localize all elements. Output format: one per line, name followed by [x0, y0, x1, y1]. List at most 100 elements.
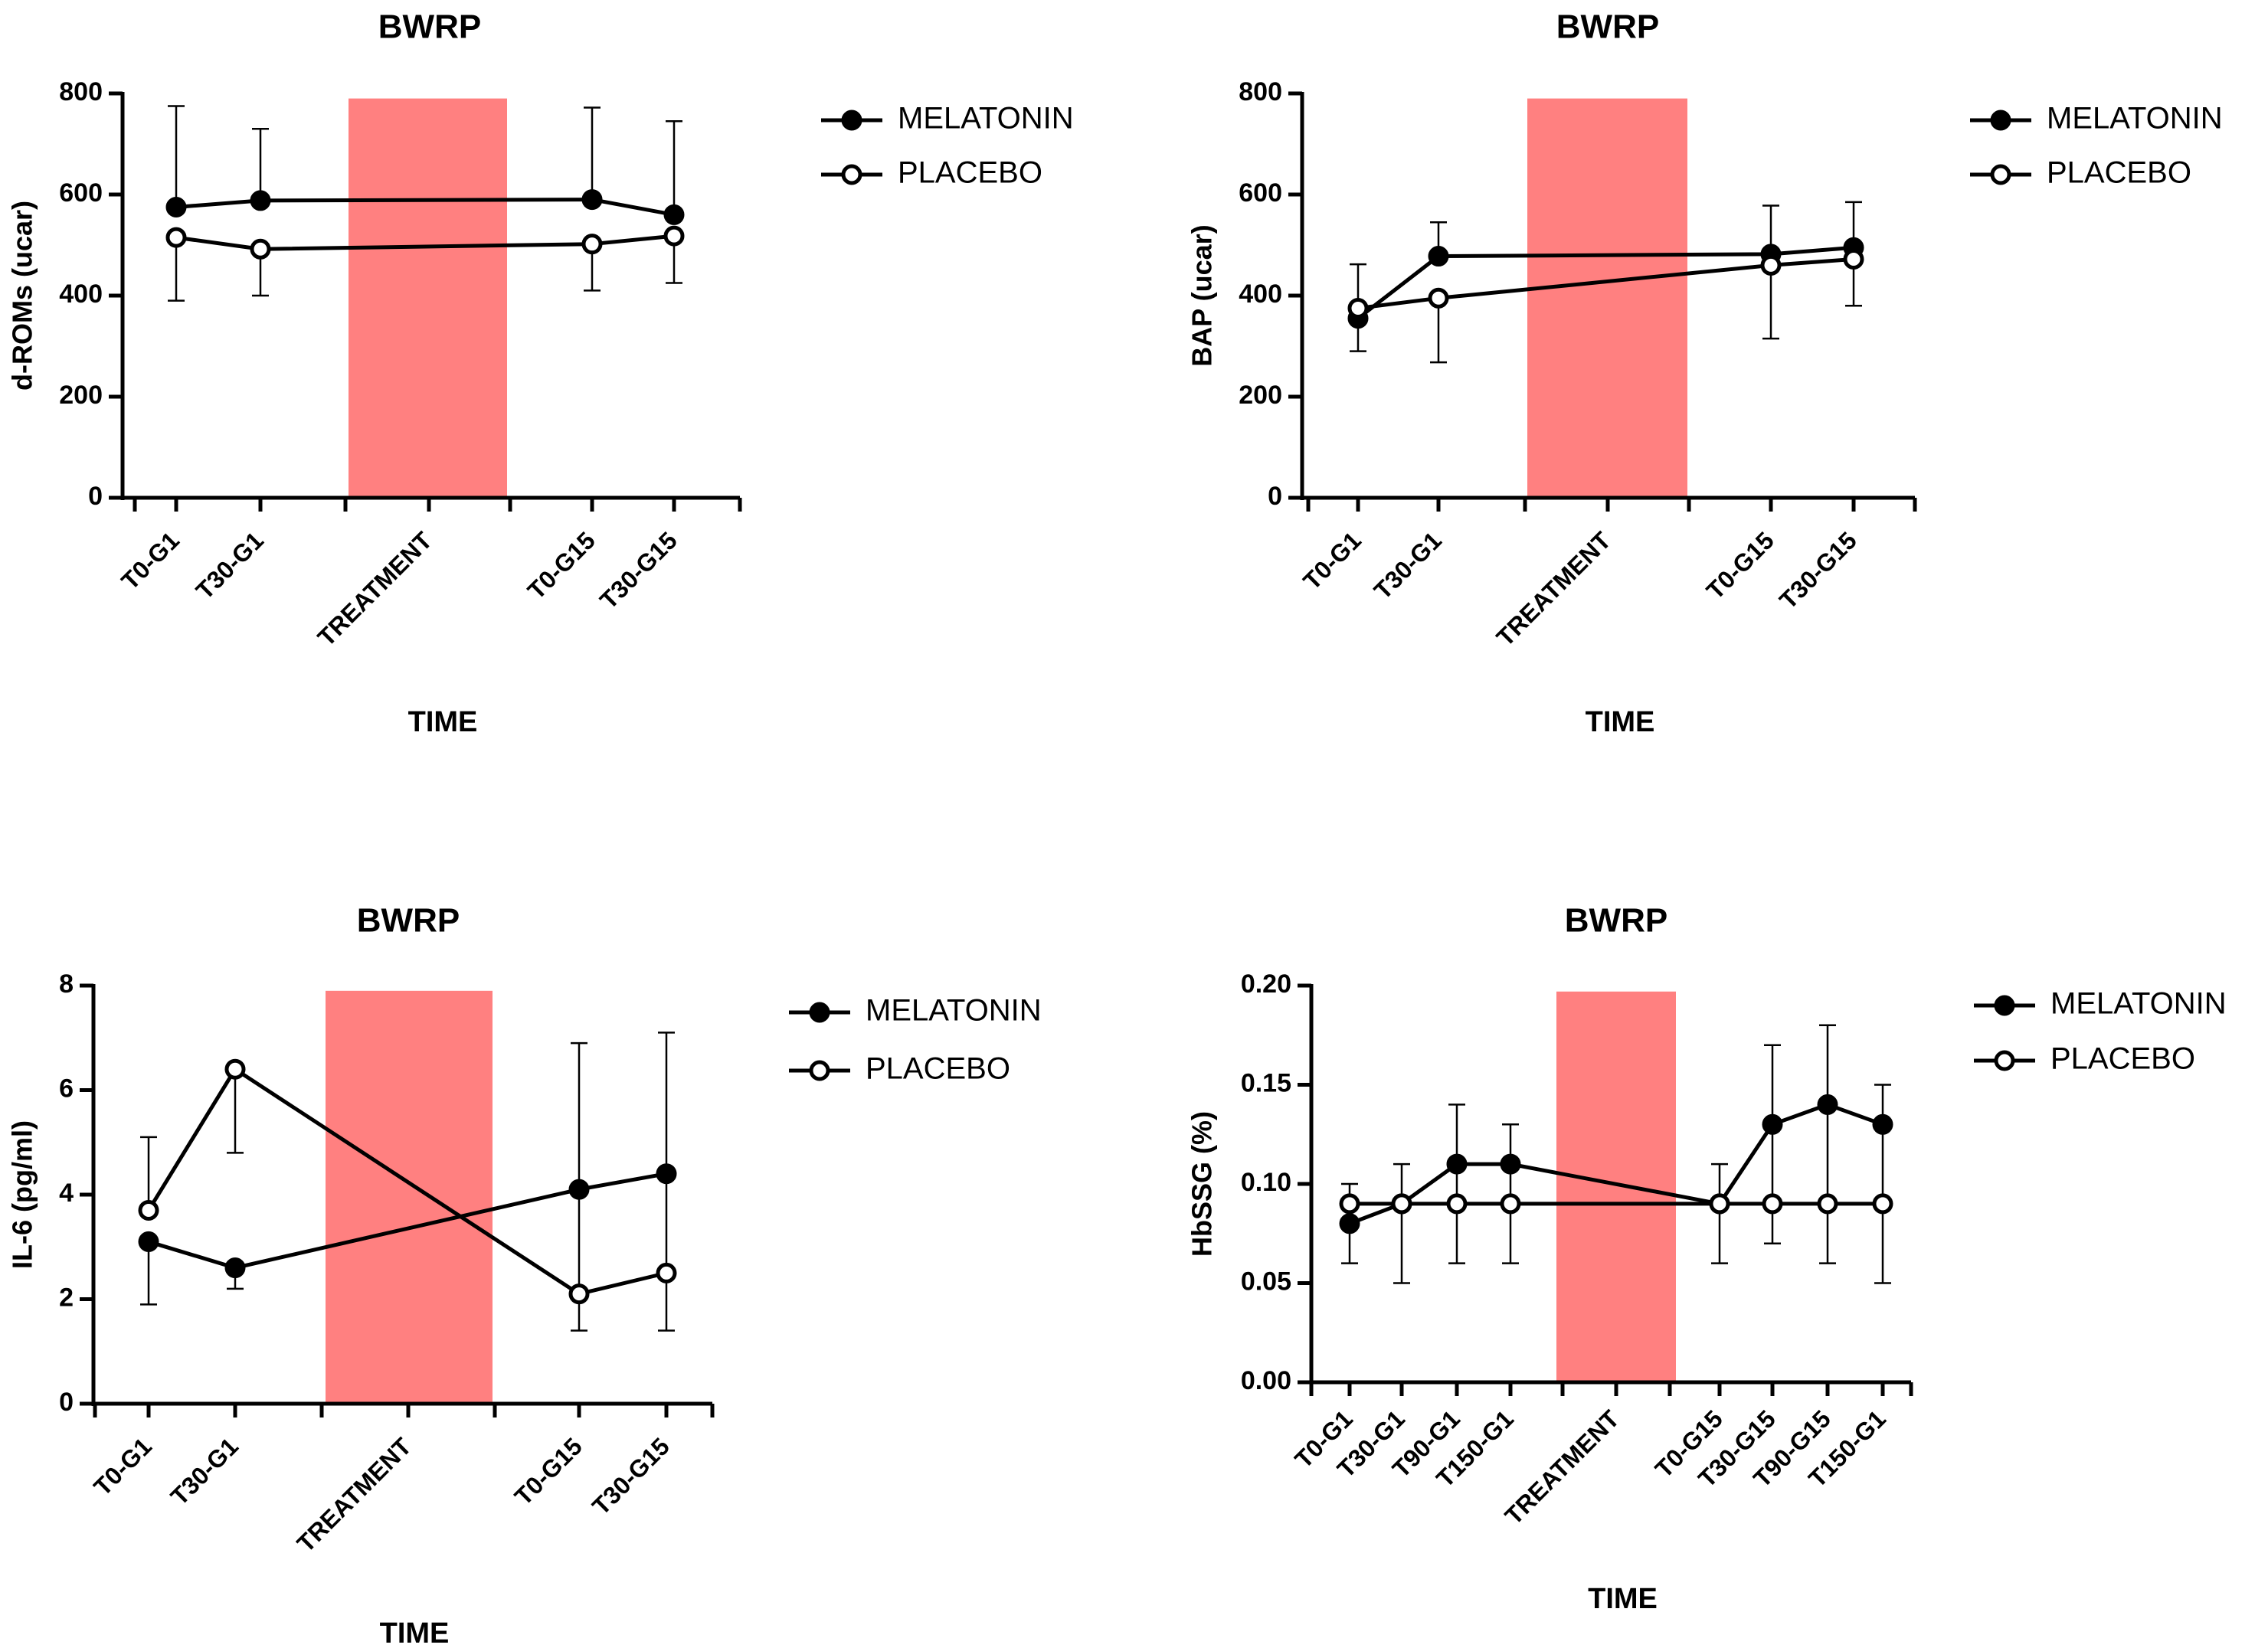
y-tick-label: 6: [59, 1074, 74, 1103]
y-tick-label: 600: [59, 178, 103, 208]
data-point-placebo: [568, 1283, 590, 1305]
legend-marker-placebo: [809, 1060, 830, 1081]
y-tick-label: 600: [1239, 178, 1282, 208]
series-line-melatonin: [1357, 245, 1854, 320]
x-tick-label: TREATMENT: [1491, 526, 1617, 652]
y-tick-label: 0: [1268, 482, 1282, 511]
x-tick-label: T0-G1: [88, 1432, 157, 1501]
x-tick-label: TREATMENT: [292, 1432, 417, 1558]
legend-label-melatonin: MELATONIN: [2050, 987, 2227, 1021]
y-axis-label: IL-6 (pg/ml): [7, 1120, 38, 1269]
x-axis-label: TIME: [408, 706, 478, 738]
x-tick-label: T30-G15: [587, 1432, 675, 1520]
data-point-placebo: [1339, 1193, 1360, 1215]
x-tick-label: T0-G1: [1298, 526, 1366, 595]
x-tick-label: TREATMENT: [1500, 1404, 1625, 1530]
y-tick-label: 800: [59, 77, 103, 106]
data-point-melatonin: [1446, 1153, 1468, 1175]
chart-title: BWRP: [1565, 902, 1667, 940]
y-tick-label: 200: [59, 381, 103, 410]
data-point-placebo: [663, 225, 685, 247]
y-tick-label: 0.20: [1241, 970, 1291, 999]
data-point-melatonin: [568, 1179, 590, 1200]
y-tick-label: 200: [1239, 381, 1282, 410]
data-point-placebo: [250, 238, 271, 260]
legend-marker-placebo: [1990, 164, 2011, 185]
legend-label-melatonin: MELATONIN: [2047, 102, 2223, 136]
chart-title: BWRP: [378, 8, 481, 46]
treatment-region: [326, 990, 493, 1404]
data-point-melatonin: [581, 189, 603, 211]
data-point-melatonin: [1817, 1094, 1838, 1115]
x-tick-label: T0-G15: [522, 526, 601, 604]
legend-marker-melatonin: [1994, 995, 2015, 1016]
series-line-placebo: [175, 234, 675, 251]
y-tick-label: 0.10: [1241, 1168, 1291, 1197]
y-tick-label: 8: [59, 970, 74, 999]
x-axis-label: TIME: [1588, 1583, 1658, 1615]
data-point-placebo: [1760, 254, 1782, 276]
y-tick-label: 0.00: [1241, 1366, 1291, 1395]
data-point-melatonin: [1500, 1153, 1521, 1175]
data-point-placebo: [1709, 1193, 1730, 1215]
data-point-placebo: [1391, 1193, 1412, 1215]
y-axis-label: BAP (ucar): [1186, 224, 1218, 366]
data-point-placebo: [1428, 287, 1449, 309]
x-tick-label: TREATMENT: [313, 526, 438, 652]
y-tick-label: 400: [59, 280, 103, 309]
data-point-melatonin: [165, 197, 187, 217]
data-point-placebo: [1446, 1193, 1468, 1215]
treatment-region: [1527, 98, 1687, 499]
data-point-placebo: [165, 227, 187, 248]
data-point-melatonin: [224, 1257, 246, 1279]
series-line-melatonin: [175, 198, 675, 217]
y-tick-label: 0.15: [1241, 1068, 1291, 1097]
y-tick-label: 0: [59, 1388, 74, 1417]
data-point-placebo: [656, 1262, 677, 1283]
series-line-placebo: [146, 1067, 667, 1296]
treatment-region: [349, 98, 507, 499]
x-tick-label: T0-G15: [509, 1432, 587, 1510]
chart-title: BWRP: [1556, 8, 1659, 46]
legend-marker-melatonin: [809, 1002, 830, 1023]
panel-il6: BWRP 0 2 4 6 8 IL-6 (pg/ml) T0-G1 T30-G1 TREATMEN…: [7, 902, 1042, 1648]
x-tick-label: T30-G1: [1369, 526, 1447, 604]
legend-label-melatonin: MELATONIN: [898, 102, 1074, 136]
data-point-melatonin: [138, 1231, 159, 1252]
y-tick-label: 4: [59, 1179, 74, 1208]
legend-marker-melatonin: [841, 110, 862, 131]
data-point-placebo: [581, 234, 603, 255]
data-point-melatonin: [656, 1163, 677, 1185]
legend-label-placebo: PLACEBO: [866, 1052, 1010, 1086]
legend-label-placebo: PLACEBO: [898, 156, 1042, 190]
data-point-placebo: [1843, 248, 1864, 270]
data-point-melatonin: [250, 190, 271, 211]
series-line-placebo: [1357, 257, 1854, 310]
x-tick-label: T30-G1: [165, 1432, 244, 1510]
x-tick-label: T30-G1: [191, 526, 269, 604]
data-point-placebo: [138, 1199, 159, 1221]
panel-bap: BWRP 0 200 400 600 800 BAP (ucar) T0-G1 T30-G1 TR…: [1186, 8, 2223, 738]
y-axis-label: HbSSG (%): [1186, 1111, 1218, 1257]
legend-label-placebo: PLACEBO: [2047, 156, 2191, 190]
y-tick-label: 0: [88, 482, 103, 511]
legend-label-melatonin: MELATONIN: [866, 994, 1042, 1028]
x-tick-label: T30-G15: [1774, 526, 1862, 614]
data-point-melatonin: [1872, 1113, 1893, 1135]
x-tick-label: T0-G15: [1701, 526, 1779, 604]
data-point-placebo: [1762, 1193, 1783, 1215]
x-tick-label: T0-G1: [116, 526, 185, 595]
data-point-melatonin: [1339, 1213, 1360, 1234]
y-tick-label: 2: [59, 1283, 74, 1312]
data-point-melatonin: [1762, 1113, 1783, 1135]
data-point-placebo: [1872, 1193, 1893, 1215]
data-point-placebo: [1817, 1193, 1838, 1215]
legend-marker-placebo: [841, 164, 862, 185]
legend-marker-placebo: [1994, 1050, 2015, 1071]
y-tick-label: 800: [1239, 77, 1282, 106]
data-point-placebo: [1500, 1193, 1521, 1215]
x-tick-label: T30-G15: [594, 526, 682, 614]
legend-marker-melatonin: [1990, 110, 2011, 131]
